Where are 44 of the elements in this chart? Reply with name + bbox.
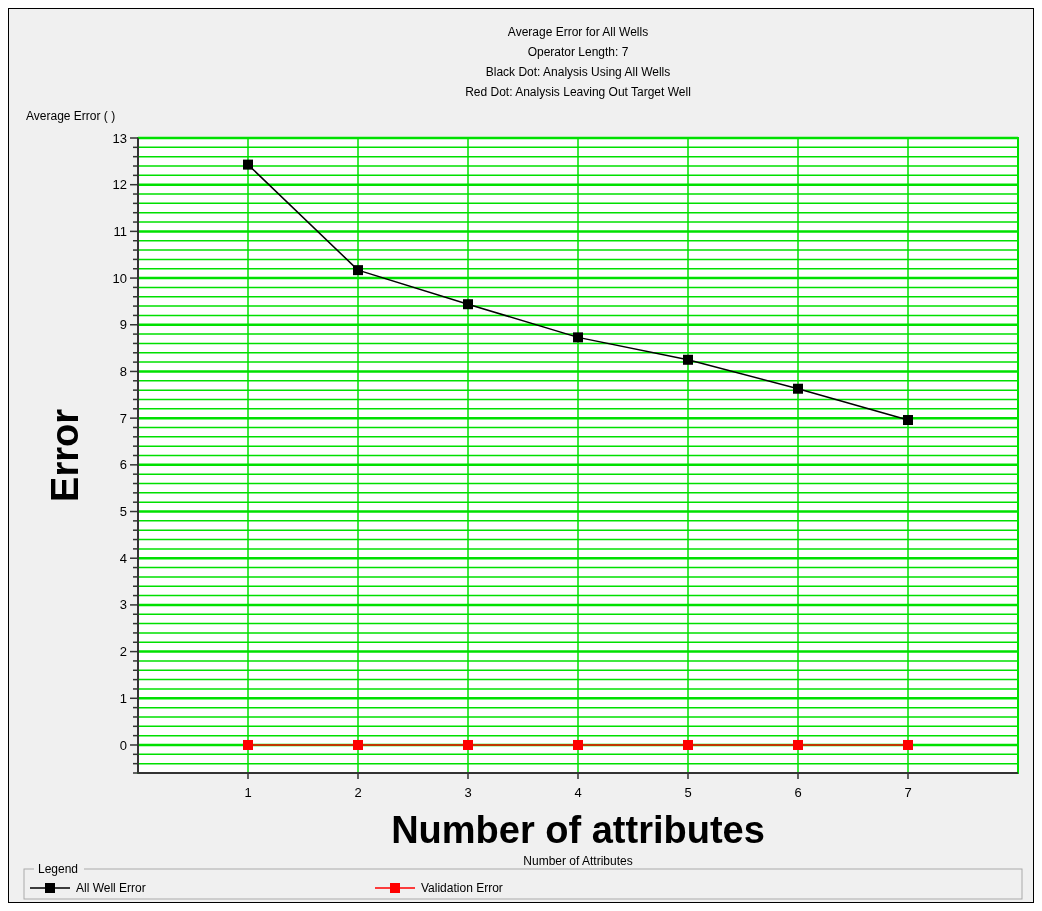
- point: [683, 739, 693, 750]
- point: [903, 415, 913, 426]
- point: [463, 739, 473, 750]
- point: [573, 332, 583, 343]
- point: [903, 739, 913, 750]
- x-tick-label: 7: [904, 785, 912, 800]
- y-tick-label: 9: [119, 317, 127, 333]
- chart-title: Average Error for All Wells: [507, 25, 649, 39]
- y-tick-label: 7: [119, 410, 127, 426]
- chart-subtitle: Operator Length: 7 Black Dot: Analysis Using All Wells Red Dot: Analysis Leaving Out Target Well: [465, 45, 691, 99]
- x-tick-label: 3: [464, 785, 472, 800]
- point: [243, 159, 253, 170]
- y-tick-label: 6: [119, 457, 127, 473]
- point: [243, 739, 253, 750]
- y-tick-label: 13: [112, 130, 127, 146]
- point: [463, 299, 473, 310]
- y-tick-label: 10: [112, 270, 127, 286]
- text: Number of attributes: [391, 809, 765, 851]
- x-axis-title: Number of Attributes: [523, 854, 633, 868]
- y-tick-label: 2: [119, 644, 127, 660]
- y-tick-label: 1: [119, 690, 127, 706]
- point: [683, 354, 693, 365]
- y-tick-label: 3: [119, 597, 127, 613]
- y-tick-label: 12: [112, 177, 127, 193]
- legend-title: Legend: [38, 862, 79, 876]
- x-tick-label: 1: [244, 785, 252, 800]
- legend-label: Validation Error: [421, 881, 503, 896]
- point: [353, 265, 363, 276]
- x-tick-label: 6: [794, 785, 802, 800]
- y-tick-label: 8: [119, 364, 127, 380]
- point: [353, 739, 363, 750]
- point: [793, 739, 803, 750]
- point: [573, 739, 583, 750]
- y-tick-label: 0: [119, 737, 127, 753]
- y-tick-label: 5: [119, 504, 127, 520]
- x-tick-label: 2: [354, 785, 362, 800]
- y-tick-label: 11: [113, 223, 127, 239]
- point: [793, 383, 803, 394]
- legend-label: All Well Error: [76, 881, 146, 896]
- x-tick-label: 5: [684, 785, 692, 800]
- x-tick-label: 4: [574, 785, 582, 800]
- y-axis-title: Average Error ( ): [26, 109, 116, 123]
- text: Error: [44, 408, 86, 502]
- y-tick-label: 4: [119, 550, 127, 566]
